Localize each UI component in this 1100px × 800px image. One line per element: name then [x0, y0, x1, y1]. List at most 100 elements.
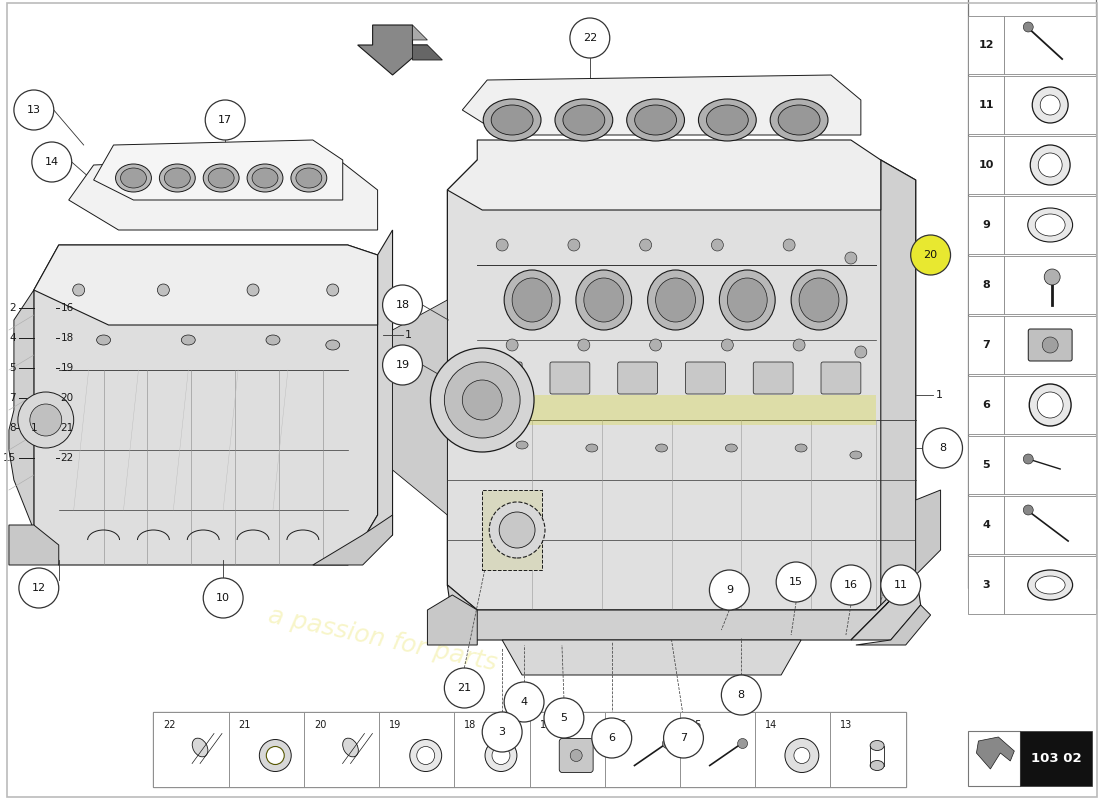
- Circle shape: [794, 747, 810, 763]
- Bar: [454, 712, 529, 787]
- Bar: [756, 712, 830, 787]
- Ellipse shape: [725, 444, 737, 452]
- Ellipse shape: [656, 278, 695, 322]
- Ellipse shape: [719, 270, 775, 330]
- FancyBboxPatch shape: [559, 738, 593, 773]
- Circle shape: [73, 284, 85, 296]
- Bar: [1004, 496, 1096, 554]
- Circle shape: [260, 739, 292, 771]
- Polygon shape: [448, 570, 921, 640]
- Text: 4: 4: [982, 520, 990, 530]
- Text: 21: 21: [458, 683, 472, 693]
- FancyBboxPatch shape: [1028, 329, 1072, 361]
- Text: 19: 19: [60, 363, 74, 373]
- Bar: [379, 712, 454, 787]
- Bar: [968, 556, 1004, 614]
- Text: 17: 17: [539, 720, 552, 730]
- Circle shape: [506, 339, 518, 351]
- Circle shape: [793, 339, 805, 351]
- Polygon shape: [477, 395, 876, 425]
- Ellipse shape: [483, 99, 541, 141]
- Circle shape: [490, 502, 544, 558]
- Circle shape: [923, 428, 962, 468]
- Circle shape: [499, 512, 535, 548]
- Circle shape: [248, 284, 258, 296]
- Ellipse shape: [635, 105, 676, 135]
- Ellipse shape: [627, 99, 684, 141]
- Circle shape: [777, 562, 816, 602]
- Circle shape: [662, 738, 672, 749]
- Ellipse shape: [182, 335, 196, 345]
- Circle shape: [1030, 384, 1071, 426]
- Text: 22: 22: [583, 33, 597, 43]
- Circle shape: [30, 404, 62, 436]
- Text: 22: 22: [60, 453, 74, 463]
- Polygon shape: [9, 290, 34, 530]
- Circle shape: [14, 90, 54, 130]
- Ellipse shape: [870, 761, 884, 770]
- Bar: [968, 16, 1004, 74]
- Circle shape: [444, 668, 484, 708]
- Ellipse shape: [770, 99, 828, 141]
- Polygon shape: [393, 300, 448, 515]
- Polygon shape: [448, 140, 881, 210]
- Circle shape: [1044, 269, 1060, 285]
- Circle shape: [206, 100, 245, 140]
- Circle shape: [157, 284, 169, 296]
- Circle shape: [830, 565, 871, 605]
- Ellipse shape: [343, 738, 359, 757]
- Polygon shape: [358, 25, 428, 75]
- Text: 10: 10: [217, 593, 230, 603]
- Ellipse shape: [706, 105, 748, 135]
- Bar: [1004, 196, 1096, 254]
- Bar: [968, 136, 1004, 194]
- Circle shape: [1041, 95, 1060, 115]
- Circle shape: [383, 285, 422, 325]
- Text: 11: 11: [979, 100, 994, 110]
- Polygon shape: [34, 245, 377, 325]
- Ellipse shape: [870, 741, 884, 750]
- Text: 18: 18: [60, 333, 74, 343]
- Ellipse shape: [584, 278, 624, 322]
- Polygon shape: [412, 25, 428, 40]
- Text: 7: 7: [982, 340, 990, 350]
- Text: 5: 5: [9, 363, 15, 373]
- Bar: [968, 731, 1021, 786]
- Circle shape: [712, 239, 724, 251]
- Circle shape: [570, 750, 582, 762]
- Bar: [529, 712, 605, 787]
- FancyBboxPatch shape: [618, 362, 658, 394]
- Circle shape: [327, 284, 339, 296]
- Circle shape: [444, 362, 520, 438]
- Circle shape: [911, 235, 950, 275]
- Ellipse shape: [727, 278, 767, 322]
- Circle shape: [1023, 22, 1033, 32]
- Text: 12: 12: [32, 583, 46, 593]
- Ellipse shape: [648, 270, 703, 330]
- Ellipse shape: [326, 340, 340, 350]
- Text: 20: 20: [924, 250, 937, 260]
- Text: 6: 6: [982, 400, 990, 410]
- Polygon shape: [34, 245, 377, 565]
- Bar: [1004, 376, 1096, 434]
- Text: 4: 4: [9, 333, 15, 343]
- Text: 20: 20: [60, 393, 74, 403]
- Bar: [968, 196, 1004, 254]
- Bar: [1004, 136, 1096, 194]
- Ellipse shape: [586, 444, 597, 452]
- Text: 17: 17: [218, 115, 232, 125]
- Text: 5: 5: [560, 713, 568, 723]
- Bar: [482, 490, 542, 570]
- Circle shape: [710, 570, 749, 610]
- Polygon shape: [348, 230, 393, 565]
- Bar: [1004, 16, 1096, 74]
- Circle shape: [32, 142, 72, 182]
- Text: 7: 7: [680, 733, 688, 743]
- Circle shape: [1032, 87, 1068, 123]
- Ellipse shape: [208, 168, 234, 188]
- Text: 8: 8: [9, 423, 15, 433]
- Circle shape: [592, 718, 631, 758]
- Text: 9: 9: [982, 220, 990, 230]
- Circle shape: [430, 348, 534, 452]
- Polygon shape: [428, 595, 477, 645]
